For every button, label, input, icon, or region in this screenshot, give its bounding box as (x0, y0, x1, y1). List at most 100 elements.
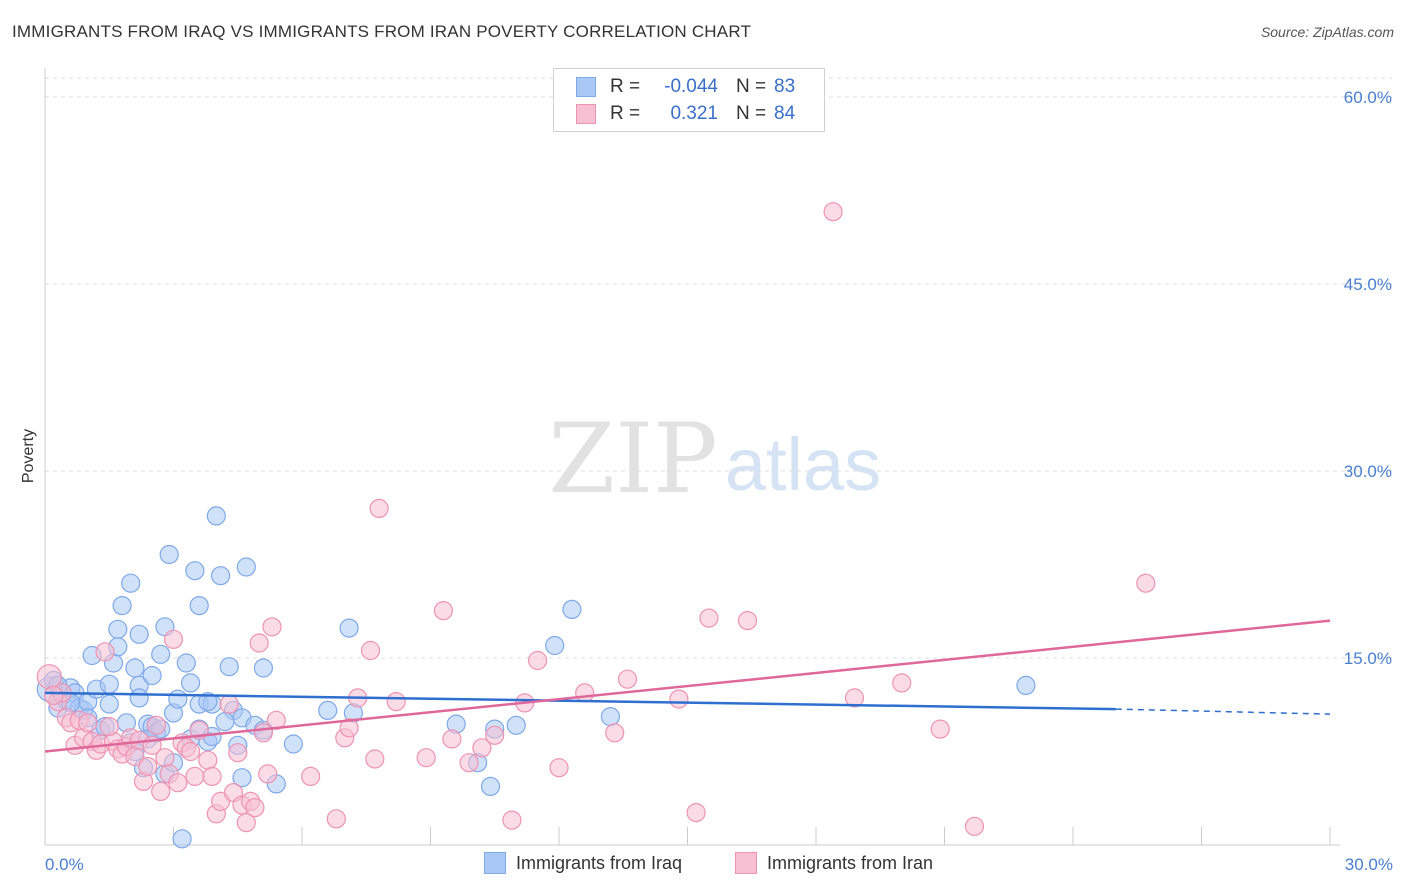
data-point-iran (442, 729, 462, 749)
series-swatch-iran (735, 852, 757, 874)
chart-title: IMMIGRANTS FROM IRAQ VS IMMIGRANTS FROM … (12, 22, 752, 41)
data-point-iraq (159, 544, 179, 565)
data-point-iraq (189, 595, 209, 616)
data-point-iraq (318, 700, 338, 721)
data-point-iraq (142, 665, 162, 686)
trend-line-iraq (44, 691, 1116, 711)
correlation-legend: R = -0.044 N = 83 R = 0.321 N = 84 (553, 68, 825, 132)
data-point-iraq (121, 573, 141, 593)
series-label-iran: Immigrants from Iran (767, 852, 934, 873)
data-point-iran (416, 748, 436, 768)
data-point-iran (575, 683, 595, 703)
chart-source: Source: ZipAtlas.com (1260, 24, 1394, 40)
data-point-iran (262, 617, 282, 637)
series-swatch-iraq (484, 852, 506, 874)
series-legend: Immigrants from Iraq Immigrants from Ira… (0, 852, 1406, 878)
data-point-iraq (129, 624, 149, 644)
data-point-iraq (172, 829, 192, 849)
data-point-iraq (198, 691, 218, 712)
data-point-iran (155, 748, 175, 768)
legend-n-label: N = (736, 103, 767, 124)
legend-r-value: -0.044 (664, 76, 718, 97)
data-point-iraq (480, 776, 501, 797)
legend-n-value: 83 (774, 76, 796, 97)
y-tick-label: 60.0% (1344, 88, 1392, 107)
data-point-iraq (545, 635, 565, 656)
data-point-iran (266, 710, 286, 730)
watermark-zip: ZIP (548, 403, 717, 515)
data-point-iran (617, 669, 638, 689)
data-point-iraq (168, 689, 188, 709)
series-legend-iran[interactable]: Immigrants from Iran (735, 852, 933, 874)
series-legend-iraq[interactable]: Immigrants from Iraq (484, 852, 682, 874)
data-point-iraq (99, 694, 119, 714)
data-point-iran (78, 713, 98, 733)
data-point-iraq (562, 599, 582, 620)
data-point-iraq (339, 618, 359, 638)
data-point-iraq (232, 768, 252, 788)
data-point-iran (930, 719, 950, 739)
data-point-iraq (236, 557, 256, 577)
data-point-iraq (129, 688, 149, 708)
data-point-iran (236, 812, 256, 833)
axes (44, 68, 1340, 846)
data-point-iran (892, 673, 912, 693)
legend-r-value: 0.321 (670, 103, 718, 124)
data-point-iran (369, 498, 389, 518)
data-point-iraq (181, 673, 201, 693)
tick-labels: 15.0% 30.0% 45.0% 60.0% 0.0% 30.0% (45, 88, 1393, 874)
data-point-iraq (283, 734, 303, 754)
data-point-iran (485, 725, 505, 745)
data-point-iraq (176, 653, 196, 673)
data-point-iraq (151, 644, 171, 664)
data-point-iran (326, 809, 346, 829)
data-point-iran (360, 640, 381, 661)
trend-lines (44, 619, 1331, 753)
data-point-iran (433, 600, 453, 621)
data-point-iran (146, 715, 166, 735)
data-point-iraq (185, 561, 205, 581)
data-points (36, 202, 1156, 849)
data-point-iran (228, 743, 248, 763)
data-point-iraq (1016, 675, 1036, 696)
data-point-iran (365, 749, 385, 769)
data-point-iran (502, 810, 522, 830)
legend-row-iran: R = 0.321 N = 84 (576, 102, 795, 126)
data-point-iran (301, 766, 321, 787)
data-point-iran (138, 756, 158, 777)
data-point-iran (669, 689, 689, 709)
y-tick-label: 30.0% (1344, 462, 1392, 481)
data-point-iran (459, 753, 479, 773)
legend-n-value: 84 (774, 103, 796, 124)
data-point-iran (168, 773, 188, 793)
data-point-iran (549, 758, 569, 778)
x-tick-label: 30.0% (1345, 855, 1393, 874)
data-point-iran (1136, 573, 1156, 593)
data-point-iraq (112, 595, 132, 616)
y-tick-label: 45.0% (1344, 275, 1392, 294)
legend-r-label: R = (610, 76, 641, 97)
data-point-iraq (211, 566, 231, 586)
x-tick-label: 0.0% (45, 855, 84, 874)
data-point-iraq (206, 506, 226, 526)
data-point-iran (151, 781, 171, 802)
data-point-iran (386, 691, 406, 712)
data-point-iran (823, 202, 843, 222)
data-point-iran (43, 685, 64, 706)
data-point-iraq (108, 619, 128, 639)
data-point-iran (95, 642, 115, 662)
legend-r-label: R = (610, 103, 641, 124)
data-point-iran (699, 608, 719, 628)
data-point-iran (249, 633, 269, 653)
data-point-iran (737, 610, 758, 631)
y-tick-label: 15.0% (1344, 649, 1392, 668)
legend-row-iraq: R = -0.044 N = 83 (576, 75, 795, 99)
y-axis-label: Poverty (20, 429, 37, 483)
data-point-iran (686, 802, 706, 823)
data-point-iran (605, 723, 625, 743)
legend-swatch-iraq (576, 77, 596, 97)
data-point-iran (964, 816, 985, 836)
data-point-iraq (125, 658, 145, 678)
trend-line-iran (44, 619, 1331, 753)
data-point-iran (527, 650, 548, 671)
